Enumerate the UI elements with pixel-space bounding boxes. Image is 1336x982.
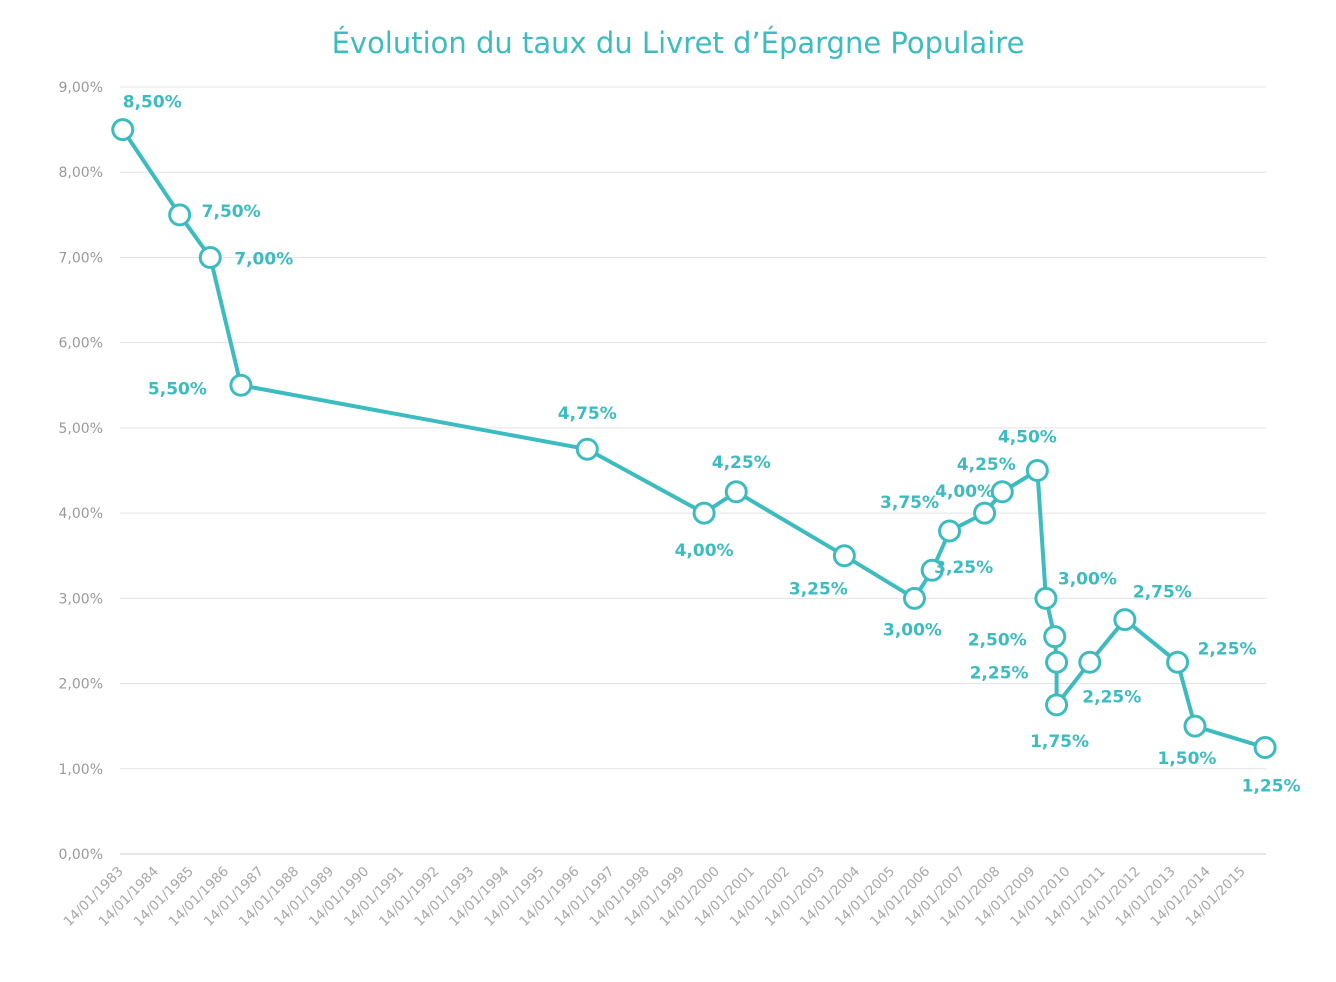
- data-point: [1113, 608, 1137, 632]
- data-label: 2,75%: [1133, 583, 1192, 603]
- y-tick-label: 4,00%: [59, 506, 103, 522]
- y-tick-label: 8,00%: [59, 165, 103, 181]
- data-point: [575, 437, 599, 461]
- data-point: [1034, 586, 1058, 610]
- data-point: [938, 519, 962, 543]
- data-point: [229, 373, 253, 397]
- data-point: [111, 118, 135, 142]
- data-label: 3,25%: [789, 580, 848, 600]
- data-label: 4,75%: [558, 404, 617, 424]
- data-label: 8,50%: [123, 93, 182, 113]
- data-point: [832, 544, 856, 568]
- series-points: [111, 118, 1277, 759]
- data-label: 1,50%: [1157, 749, 1216, 769]
- data-point: [1183, 714, 1207, 738]
- data-label: 2,25%: [970, 663, 1029, 683]
- data-label: 1,75%: [1030, 732, 1089, 752]
- chart-title: Évolution du taux du Livret d’Épargne Po…: [331, 26, 1025, 60]
- data-label: 2,50%: [968, 631, 1027, 651]
- data-label: 7,00%: [234, 249, 293, 269]
- data-point: [692, 501, 716, 525]
- data-label: 3,00%: [883, 620, 942, 640]
- y-tick-label: 6,00%: [59, 336, 103, 352]
- y-tick-label: 1,00%: [59, 762, 103, 778]
- data-point: [1166, 650, 1190, 674]
- data-label: 4,25%: [957, 455, 1016, 475]
- data-point: [990, 480, 1014, 504]
- data-point: [724, 480, 748, 504]
- y-axis-ticks: 0,00% 1,00% 2,00% 3,00% 4,00% 5,00% 6,00% 7,00%…: [59, 80, 103, 863]
- y-tick-label: 5,00%: [59, 421, 103, 437]
- data-point: [1078, 650, 1102, 674]
- y-tick-label: 7,00%: [59, 250, 103, 266]
- data-point: [1043, 625, 1067, 649]
- data-point: [973, 501, 997, 525]
- data-point: [1253, 735, 1277, 759]
- data-label: 3,25%: [934, 558, 993, 578]
- y-tick-label: 3,00%: [59, 591, 103, 607]
- y-tick-label: 9,00%: [59, 80, 103, 96]
- data-point: [198, 245, 222, 269]
- gridlines: [120, 86, 1266, 855]
- data-label: 4,50%: [998, 428, 1057, 448]
- x-axis-ticks: 14/01/198314/01/198414/01/198514/01/1986…: [60, 864, 1248, 930]
- data-label: 2,25%: [1198, 639, 1257, 659]
- data-label: 2,25%: [1082, 687, 1141, 707]
- data-point: [1045, 693, 1069, 717]
- data-labels: 8,50% 7,50% 7,00% 5,50% 4,75% 4,00% 4,25% 3,25%…: [123, 93, 1301, 797]
- data-point: [168, 203, 192, 227]
- y-tick-label: 0,00%: [59, 847, 103, 863]
- data-point: [1025, 459, 1049, 482]
- y-tick-label: 2,00%: [59, 677, 103, 693]
- data-point: [920, 558, 944, 582]
- data-label: 1,25%: [1242, 776, 1301, 796]
- data-label: 3,75%: [880, 493, 939, 513]
- data-label: 4,25%: [712, 453, 771, 473]
- data-label: 3,00%: [1058, 569, 1117, 589]
- data-point: [902, 586, 926, 610]
- data-label: 4,00%: [935, 482, 994, 502]
- data-label: 7,50%: [202, 202, 261, 222]
- data-label: 5,50%: [148, 379, 207, 399]
- data-label: 4,00%: [675, 541, 734, 561]
- data-point: [1045, 650, 1069, 674]
